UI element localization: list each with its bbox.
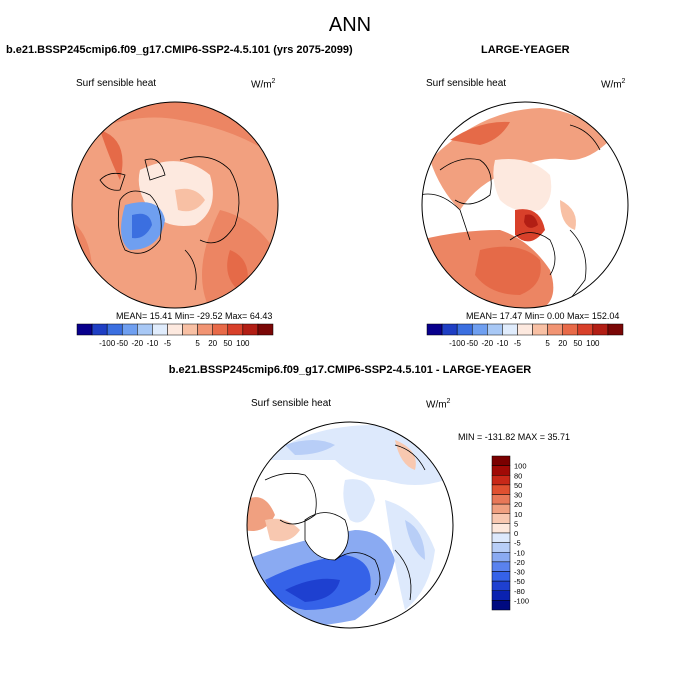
panel1-colorbar-tick-label: -50 xyxy=(116,339,128,348)
panel3-colorbar-swatch xyxy=(491,532,511,543)
panel3-colorbar-swatch xyxy=(491,494,511,505)
panel1-colorbar-tick-label: -20 xyxy=(132,339,144,348)
figure-title: ANN xyxy=(328,14,372,36)
panel1-stats: MEAN= 15.41 Min= -29.52 Max= 64.43 xyxy=(116,311,273,321)
panel2-colorbar-tick-label: 50 xyxy=(573,339,582,348)
panel2-colorbar-swatch xyxy=(592,323,609,336)
panel3-colorbar-tick-label: -10 xyxy=(514,548,525,557)
panel3-colorbar-tick-label: 20 xyxy=(514,500,522,509)
panel3-colorbar-tick-label: 10 xyxy=(514,510,522,519)
panel2-colorbar-tick-label: 100 xyxy=(586,339,600,348)
panel3-colorbar-tick-label: -80 xyxy=(514,587,525,596)
panel1-colorbar-swatch xyxy=(257,323,274,336)
panel2-colorbar-tick-label: -100 xyxy=(449,339,466,348)
panel2-colorbar-swatch xyxy=(426,323,443,336)
panel2-colorbar-tick-label: 5 xyxy=(545,339,550,348)
panel1-colorbar-swatch xyxy=(152,323,168,336)
panel3-colorbar-tick-label: 80 xyxy=(514,471,522,480)
panel1-colorbar-swatch xyxy=(91,323,108,336)
panel3-colorbar-swatch xyxy=(491,580,511,591)
panel3-stats: MIN = -131.82 MAX = 35.71 xyxy=(458,432,571,442)
panel1-colorbar-swatch xyxy=(121,323,138,336)
panel2-title: LARGE-YEAGER xyxy=(481,44,570,56)
panel2-colorbar-swatch xyxy=(471,323,488,336)
panel2-colorbar-swatch xyxy=(532,323,548,336)
panel3-colorbar-tick-label: -100 xyxy=(514,596,529,605)
panel2-colorbar-tick-label: 20 xyxy=(558,339,567,348)
panel3-polar-map xyxy=(246,421,454,629)
panel3-colorbar-swatch xyxy=(491,484,511,495)
panel3-title: b.e21.BSSP245cmip6.f09_g17.CMIP6-SSP2-4.… xyxy=(168,364,532,376)
panel3-units: W/m2 xyxy=(426,398,451,411)
panel3-colorbar-swatch xyxy=(491,503,511,514)
panel3-colorbar-swatch xyxy=(491,523,511,534)
panel1-colorbar-swatch xyxy=(76,323,93,336)
panel1-variable: Surf sensible heat xyxy=(76,78,157,89)
panel1-colorbar-tick-label: -10 xyxy=(147,339,159,348)
panel2-polar-map xyxy=(421,101,629,309)
panel3-colorbar-tick-label: 100 xyxy=(514,462,527,471)
panel1-colorbar-swatch xyxy=(212,323,229,336)
panel3-colorbar-swatch xyxy=(491,590,511,601)
panel2-colorbar-swatch xyxy=(456,323,473,336)
panel3-colorbar-tick-label: -30 xyxy=(514,568,525,577)
panel3-variable: Surf sensible heat xyxy=(251,398,332,409)
panel1-colorbar-tick-label: 20 xyxy=(208,339,217,348)
panel1-colorbar-tick-label: -100 xyxy=(99,339,116,348)
panel2-colorbar-tick-label: -10 xyxy=(497,339,509,348)
panel1-colorbar: -100 -50 -20 -10 -5 5 20 50 100 xyxy=(76,323,274,348)
panel1-colorbar-swatch xyxy=(227,323,244,336)
panel3-colorbar-swatch xyxy=(491,552,511,563)
panel3-colorbar-swatch xyxy=(491,600,511,611)
panel3-colorbar-swatch xyxy=(491,571,511,582)
panel1-colorbar-swatch xyxy=(242,323,259,336)
panel2-colorbar-swatch xyxy=(607,323,624,336)
panel1-title: b.e21.BSSP245cmip6.f09_g17.CMIP6-SSP2-4.… xyxy=(6,44,353,56)
panel2-colorbar-tick-label: -20 xyxy=(482,339,494,348)
panel3-colorbar-tick-label: 30 xyxy=(514,491,522,500)
panel2-colorbar-swatch xyxy=(547,323,563,336)
panel2-colorbar-swatch xyxy=(441,323,458,336)
panel3-colorbar-tick-label: 50 xyxy=(514,481,522,490)
panel3-colorbar-tick-label: 0 xyxy=(514,529,518,538)
panel1-colorbar-swatch xyxy=(167,323,183,336)
panel2-variable: Surf sensible heat xyxy=(426,78,507,89)
panel3-colorbar-tick-label: 5 xyxy=(514,519,518,528)
panel1-colorbar-swatch xyxy=(182,323,198,336)
panel3-colorbar-swatch xyxy=(491,513,511,524)
panel2-colorbar-swatch xyxy=(517,323,533,336)
panel1-colorbar-swatch xyxy=(197,323,213,336)
panel3-colorbar-swatch xyxy=(491,561,511,572)
panel1-colorbar-tick-label: 100 xyxy=(236,339,250,348)
panel3-colorbar-swatch xyxy=(491,455,511,466)
panel1-colorbar-swatch xyxy=(106,323,123,336)
panel3-colorbar-tick-label: -50 xyxy=(514,577,525,586)
panel1-colorbar-tick-label: 50 xyxy=(223,339,232,348)
panel1-polar-map xyxy=(71,101,279,309)
panel3-colorbar-swatch xyxy=(491,542,511,553)
panel2-colorbar-tick-label: -5 xyxy=(514,339,522,348)
panel2-colorbar-swatch xyxy=(502,323,518,336)
panel2-colorbar-swatch xyxy=(562,323,579,336)
panel1-colorbar-swatch xyxy=(137,323,153,336)
panel3-colorbar-tick-label: -20 xyxy=(514,558,525,567)
panel1-colorbar-tick-label: -5 xyxy=(164,339,172,348)
panel1-colorbar-tick-label: 5 xyxy=(195,339,200,348)
panel2-stats: MEAN= 17.47 Min= 0.00 Max= 152.04 xyxy=(466,311,620,321)
panel2-colorbar-tick-label: -50 xyxy=(466,339,478,348)
panel2-colorbar-swatch xyxy=(577,323,594,336)
panel3-colorbar-swatch xyxy=(491,475,511,486)
panel2-colorbar: -100 -50 -20 -10 -5 5 20 50 100 xyxy=(426,323,624,348)
panel2-colorbar-swatch xyxy=(487,323,503,336)
panel1-units: W/m2 xyxy=(251,78,276,91)
panel3-colorbar-tick-label: -5 xyxy=(514,539,521,548)
panel3-colorbar-swatch xyxy=(491,465,511,476)
panel2-units: W/m2 xyxy=(601,78,626,91)
